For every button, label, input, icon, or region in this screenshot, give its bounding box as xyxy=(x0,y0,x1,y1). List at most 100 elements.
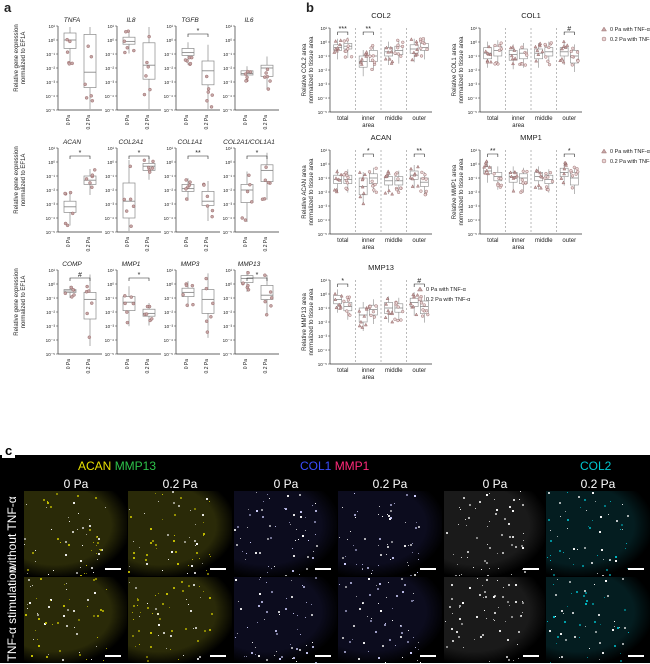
cell-speckle xyxy=(511,544,513,546)
cell-speckle xyxy=(583,595,585,597)
box xyxy=(202,191,214,205)
x-category-label: inner xyxy=(512,238,525,244)
cell-speckle xyxy=(95,497,97,499)
cell-speckle xyxy=(550,560,551,561)
micrograph-tile xyxy=(24,491,127,576)
cell-speckle xyxy=(467,551,469,553)
data-point xyxy=(191,303,194,306)
data-point-circle xyxy=(425,309,428,312)
cell-speckle xyxy=(133,619,134,620)
x-category-label: outer xyxy=(412,116,426,122)
y-tick-label: 10¹ xyxy=(225,24,232,29)
cell-speckle xyxy=(62,659,64,661)
cell-speckle xyxy=(250,542,251,543)
legend-entry: 0.2 Pa with TNF-α xyxy=(610,159,650,165)
data-point-triangle xyxy=(535,59,538,62)
data-point xyxy=(71,62,74,65)
tissue-section xyxy=(444,491,545,576)
x-category-label: middle xyxy=(385,368,403,374)
y-tick-label: 10¹ xyxy=(225,268,232,273)
cell-speckle xyxy=(261,601,263,603)
cell-speckle xyxy=(512,536,514,538)
data-point-circle xyxy=(500,47,503,50)
data-point-circle xyxy=(346,38,349,41)
cell-speckle xyxy=(418,553,419,554)
cell-speckle xyxy=(197,640,199,642)
cell-speckle xyxy=(190,510,191,511)
data-point xyxy=(146,305,149,308)
cell-speckle xyxy=(513,660,514,661)
cell-speckle xyxy=(51,529,52,530)
cell-speckle xyxy=(605,580,606,581)
data-point-triangle xyxy=(416,184,419,187)
data-point-circle xyxy=(545,172,548,175)
cell-speckle xyxy=(178,505,180,507)
cell-speckle xyxy=(571,593,572,594)
cell-speckle xyxy=(548,519,550,521)
cell-speckle xyxy=(604,505,606,507)
data-point xyxy=(72,288,75,291)
cell-speckle xyxy=(275,526,276,527)
cell-speckle xyxy=(557,636,559,638)
cell-speckle xyxy=(522,504,524,506)
y-axis-label-a: Relative gene expression xyxy=(14,146,20,213)
data-point-circle xyxy=(372,189,375,192)
data-point-circle xyxy=(369,55,372,58)
cell-speckle xyxy=(487,544,488,545)
cell-speckle xyxy=(598,614,600,616)
cell-speckle xyxy=(569,581,571,583)
cell-speckle xyxy=(476,616,478,618)
cell-speckle xyxy=(452,613,453,614)
cell-speckle xyxy=(497,580,498,581)
data-point-circle xyxy=(521,46,524,49)
data-point-circle xyxy=(395,188,398,191)
x-tick-label: 0.2 Pa xyxy=(86,115,92,130)
cell-speckle xyxy=(375,631,377,633)
y-axis-label-a: Relative gene expression xyxy=(14,268,20,335)
cell-speckle xyxy=(91,550,92,551)
cell-speckle xyxy=(477,578,478,579)
cell-speckle xyxy=(196,543,198,545)
data-point xyxy=(266,68,269,71)
data-point xyxy=(265,166,268,169)
scale-bar xyxy=(420,655,436,657)
data-point-circle xyxy=(394,318,397,321)
data-point xyxy=(191,284,194,287)
y-axis-label-a: Relative gene expression xyxy=(14,24,20,91)
gene-title: MMP13 xyxy=(238,261,261,268)
y-tick-label: 10⁰ xyxy=(320,162,327,167)
data-point-circle xyxy=(375,305,378,308)
cell-speckle xyxy=(152,540,154,542)
data-point xyxy=(90,302,93,305)
data-point xyxy=(123,51,126,54)
legend-circle xyxy=(418,297,422,301)
cell-speckle xyxy=(602,575,604,577)
data-point-circle xyxy=(396,39,399,42)
cell-speckle xyxy=(378,514,379,515)
cell-speckle xyxy=(600,516,602,518)
data-point xyxy=(184,59,187,62)
data-point-triangle xyxy=(560,57,563,60)
y-tick-label: 10¹ xyxy=(225,146,232,151)
gene-title: MMP3 xyxy=(181,261,200,268)
data-point xyxy=(69,191,72,194)
cell-speckle xyxy=(386,597,387,598)
cell-speckle xyxy=(356,596,357,597)
data-point xyxy=(126,321,129,324)
cell-speckle xyxy=(482,585,483,586)
cell-speckle xyxy=(517,644,518,645)
data-point-triangle xyxy=(411,58,414,61)
y-tick-label: 10⁻¹ xyxy=(468,176,477,181)
cell-speckle xyxy=(106,648,107,649)
cell-speckle xyxy=(63,605,65,607)
cell-speckle xyxy=(387,546,389,548)
cell-speckle xyxy=(193,628,194,629)
cell-speckle xyxy=(627,515,629,517)
cell-speckle xyxy=(56,493,58,495)
cell-speckle xyxy=(547,557,548,558)
cell-speckle xyxy=(248,509,249,510)
row-label-tnf-stimulation: TNF-α stimulation xyxy=(5,564,19,664)
y-tick-label: 10⁰ xyxy=(166,282,173,287)
cell-speckle xyxy=(97,559,98,560)
data-point-circle xyxy=(498,44,501,47)
